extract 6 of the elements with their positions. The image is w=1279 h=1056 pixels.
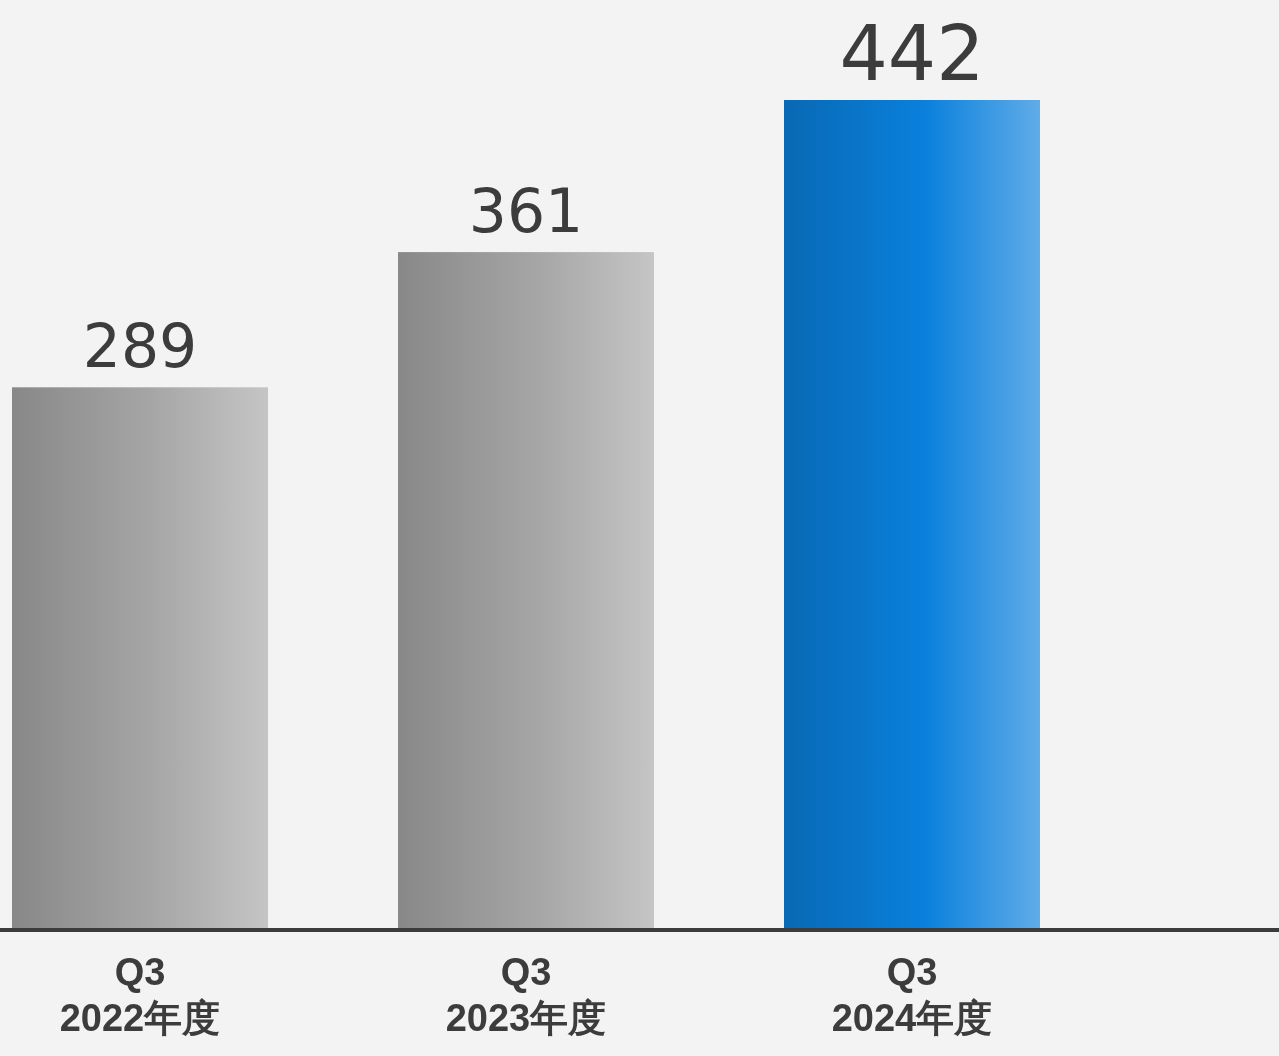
x-tick-label: Q3 2023年度 <box>445 951 607 1039</box>
x-tick-label: Q3 2024年度 <box>831 951 993 1039</box>
data-label: 361 <box>468 176 584 247</box>
data-label: 289 <box>82 311 198 382</box>
data-label: 442 <box>839 9 985 98</box>
x-tick-label: Q3 2022年度 <box>59 951 221 1039</box>
